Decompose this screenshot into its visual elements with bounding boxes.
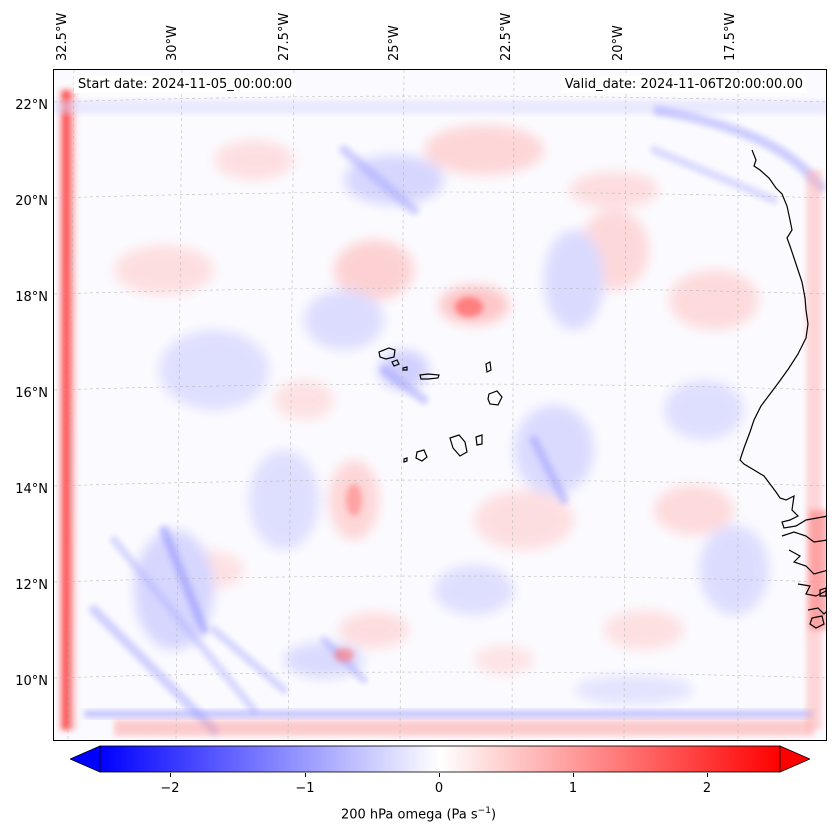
omega-field: [54, 90, 826, 736]
island-sao-vicente: [391, 359, 400, 367]
colorbar: [68, 745, 812, 773]
lon-label-25w: 25°W: [387, 25, 402, 61]
colorbar-tick-label: −1: [295, 781, 315, 796]
colorbar-tick-label: 0: [434, 781, 444, 796]
colorbar-label-close: ): [490, 807, 497, 823]
island-sal: [485, 361, 492, 373]
lon-label-27-5w: 27.5°W: [277, 12, 292, 61]
lat-label-10n: 10°N: [15, 674, 48, 689]
lat-label-18n: 18°N: [15, 290, 48, 305]
start-date-label: Start date: 2024-11-05_00:00:00: [74, 76, 297, 93]
lat-label-16n: 16°N: [15, 386, 48, 401]
colorbar-label-superscript: −1: [477, 806, 491, 816]
island-brava: [403, 457, 408, 463]
island-boa-vista: [487, 390, 503, 406]
island-santa-luzia: [402, 366, 408, 371]
colorbar-tick-mark: [707, 773, 708, 777]
lon-label-30w: 30°W: [165, 25, 180, 61]
island-maio: [475, 434, 483, 446]
island-santo-antao: [378, 347, 396, 360]
colorbar-extend-max: [779, 745, 812, 773]
colorbar-body: [99, 745, 781, 773]
lat-label-12n: 12°N: [15, 578, 48, 593]
lat-label-22n: 22°N: [15, 98, 48, 113]
colorbar-tick-mark: [170, 773, 171, 777]
lat-label-20n: 20°N: [15, 194, 48, 209]
lon-label-32-5w: 32.5°W: [55, 12, 70, 61]
colorbar-tick-label: 1: [568, 781, 578, 796]
island-sao-nicolau: [419, 373, 440, 380]
colorbar-label: 200 hPa omega (Pa s−1): [0, 806, 837, 822]
african-coastline: [739, 149, 826, 629]
colorbar-label-text: 200 hPa omega (Pa s: [340, 807, 478, 823]
omega-field-map: [54, 70, 826, 740]
lat-label-14n: 14°N: [15, 482, 48, 497]
colorbar-tick-mark: [305, 773, 306, 777]
colorbar-tick-mark: [573, 773, 574, 777]
lon-label-22-5w: 22.5°W: [499, 12, 514, 61]
graticule: [54, 70, 826, 740]
colorbar-extend-min: [68, 745, 101, 773]
colorbar-tick-mark: [439, 773, 440, 777]
colorbar-tick-label: 2: [702, 781, 712, 796]
colorbar-graphic: [68, 745, 812, 773]
cape-verde-islands: [378, 347, 503, 463]
colorbar-tick-label: −2: [160, 781, 180, 796]
island-santiago: [449, 434, 468, 457]
valid-date-label: Valid_date: 2024-11-06T20:00:00.00: [560, 76, 807, 93]
lon-label-20w: 20°W: [611, 25, 626, 61]
island-fogo: [415, 449, 428, 462]
map-plot-area: [53, 69, 827, 741]
lon-label-17-5w: 17.5°W: [723, 12, 738, 61]
